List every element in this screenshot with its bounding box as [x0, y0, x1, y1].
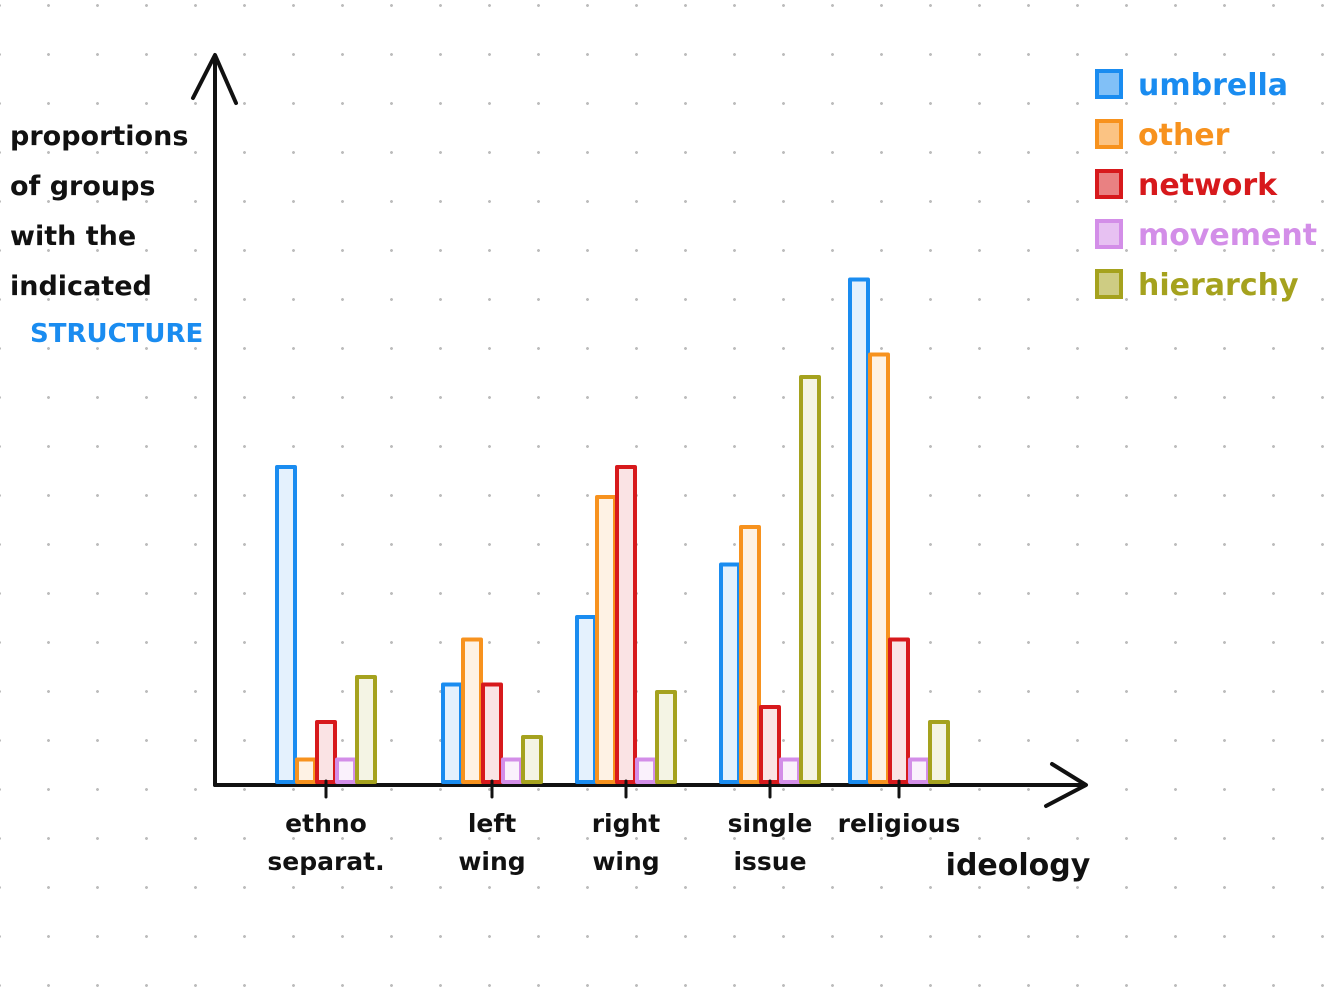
bar-hierarchy-left-wing	[521, 735, 543, 784]
y-axis-label-line: of groups	[10, 171, 156, 202]
bar-umbrella-single-issue	[719, 562, 741, 784]
bar-hierarchy-single-issue	[799, 375, 821, 784]
bar-movement-religious	[908, 757, 930, 784]
y-axis-label-highlight: STRUCTURE	[30, 319, 203, 349]
legend-label-hierarchy: hierarchy	[1138, 268, 1299, 303]
legend-swatch-umbrella	[1095, 69, 1123, 99]
bar-network-left-wing	[481, 682, 503, 784]
x-axis-arrow	[1044, 762, 1088, 808]
bar-umbrella-left-wing	[441, 682, 463, 784]
x-tick-label: religious	[838, 809, 961, 838]
x-tick-label: issue	[733, 847, 806, 876]
y-axis-label-line: with the	[10, 221, 136, 252]
bar-movement-ethno-separat	[335, 757, 357, 784]
bar-movement-single-issue	[779, 757, 801, 784]
legend-swatch-other	[1095, 119, 1123, 149]
bar-network-right-wing	[615, 465, 637, 784]
legend-swatch-hierarchy	[1095, 269, 1123, 299]
legend-label-movement: movement	[1138, 218, 1317, 253]
bar-other-right-wing	[595, 495, 617, 784]
legend: umbrella other network movement hierarchy	[1095, 68, 1317, 303]
bar-umbrella-ethno-separat	[275, 465, 297, 784]
y-axis-label-line: indicated	[10, 271, 152, 302]
bar-network-religious	[888, 637, 910, 784]
bar-other-ethno-separat	[295, 757, 317, 784]
bar-hierarchy-ethno-separat	[355, 675, 377, 784]
legend-label-umbrella: umbrella	[1138, 68, 1288, 103]
bar-hierarchy-right-wing	[655, 690, 677, 784]
x-tick-label: single	[728, 809, 813, 838]
y-axis-label: proportions of groups with the indicated STR…	[10, 121, 203, 349]
bar-network-single-issue	[759, 705, 781, 784]
y-axis-label-line: proportions	[10, 121, 188, 152]
legend-swatch-network	[1095, 169, 1123, 199]
bar-movement-right-wing	[635, 757, 657, 784]
x-tick-label: left	[468, 809, 516, 838]
x-tick-label: wing	[592, 847, 659, 876]
bar-hierarchy-religious	[928, 720, 950, 784]
bar-network-ethno-separat	[315, 720, 337, 784]
x-tick-labels: ethno separat. left wing right wing single issu…	[267, 809, 960, 876]
x-tick-label: wing	[458, 847, 525, 876]
chart-axes	[191, 53, 1088, 808]
legend-label-network: network	[1138, 168, 1278, 203]
bars	[275, 277, 950, 784]
x-tick-label: ethno	[285, 809, 367, 838]
x-tick-label: right	[592, 809, 661, 838]
bar-umbrella-right-wing	[575, 615, 597, 784]
bar-other-left-wing	[461, 637, 483, 784]
bar-other-single-issue	[739, 525, 761, 784]
bar-other-religious	[868, 352, 890, 784]
x-tick-label: separat.	[267, 847, 384, 876]
y-axis-arrow	[191, 53, 238, 105]
legend-label-other: other	[1138, 118, 1230, 153]
bar-movement-left-wing	[501, 757, 523, 784]
x-ticks	[324, 779, 901, 799]
bar-umbrella-religious	[848, 277, 870, 784]
x-axis-title: ideology	[946, 848, 1091, 883]
legend-swatch-movement	[1095, 219, 1123, 249]
